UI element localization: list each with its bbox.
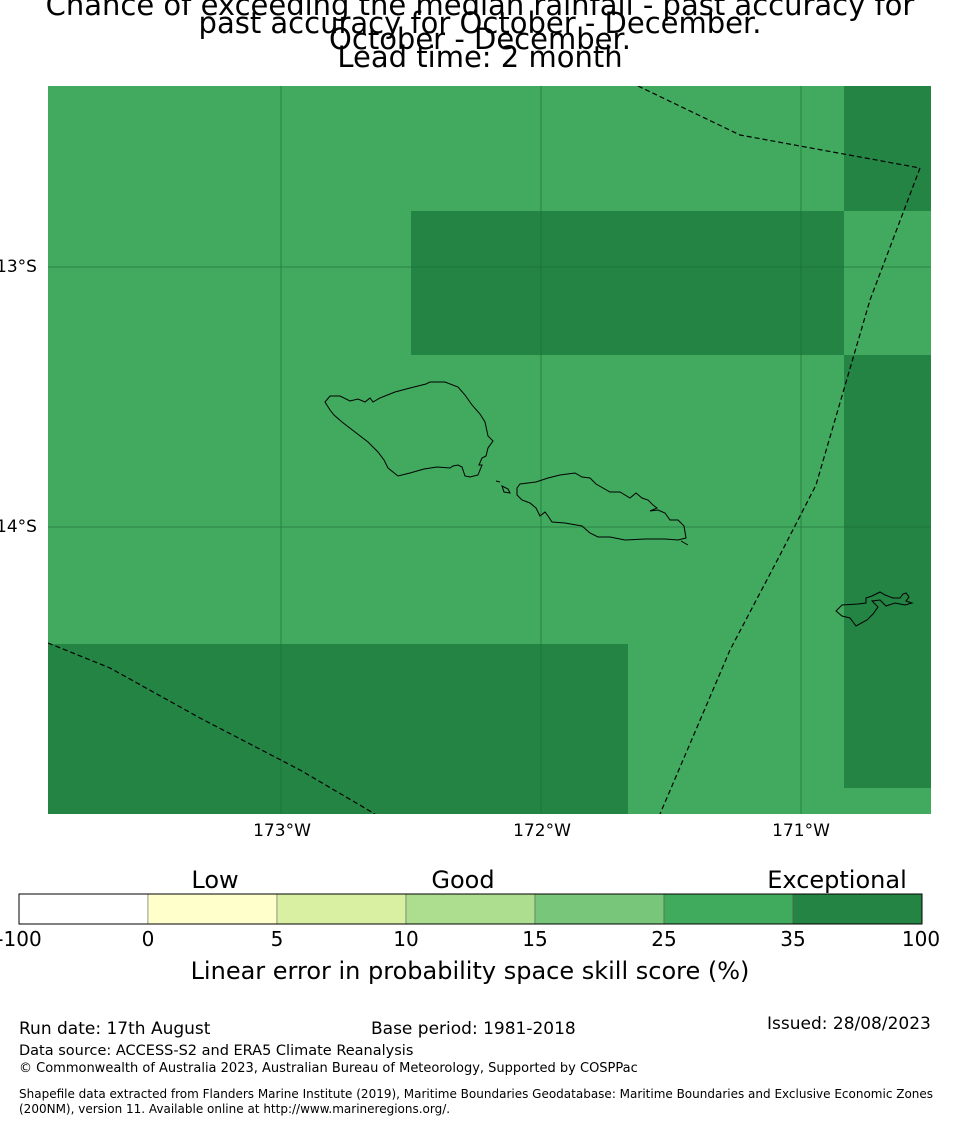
copyright: © Commonwealth of Australia 2023, Austra…	[19, 1061, 638, 1076]
category-low: Low	[191, 866, 239, 894]
eez-boundaries	[48, 86, 921, 814]
tutuila-island	[835, 591, 914, 627]
islet	[680, 540, 689, 546]
category-exceptional: Exceptional	[767, 866, 907, 894]
colorbar-tick: 100	[901, 927, 941, 951]
colorbar-segment	[405, 893, 536, 925]
colorbar-segment	[792, 893, 923, 925]
colorbar-segments	[18, 893, 923, 925]
colorbar-tick: 0	[141, 927, 155, 951]
data-source: Data source: ACCESS-S2 and ERA5 Climate …	[19, 1043, 414, 1059]
coastlines	[324, 381, 914, 627]
colorbar-segment	[534, 893, 665, 925]
map-title-lead-time: Lead time: 2 month	[337, 40, 623, 74]
run-date: Run date: 17th August	[19, 1019, 211, 1039]
graticule	[48, 86, 931, 814]
exceptional-skill-cells	[48, 86, 931, 814]
colorbar-segment	[276, 893, 407, 925]
shapefile-credit-line-2: (200NM), version 11. Available online at…	[19, 1102, 451, 1116]
lon-tick-173w: 173°W	[253, 821, 311, 841]
map-title-line-1: Chance of exceeding the median rainfall …	[45, 0, 915, 56]
colorbar	[18, 893, 923, 925]
colorbar-label: Linear error in probability space skill …	[190, 957, 750, 985]
skill-cell	[411, 211, 844, 355]
map-canvas	[18, 86, 931, 925]
colorbar-segment	[663, 893, 794, 925]
colorbar-tick: 5	[270, 927, 284, 951]
colorbar-segment	[147, 893, 278, 925]
issued-date: Issued: 28/08/2023	[767, 1014, 931, 1034]
colorbar-tick: -100	[0, 927, 42, 951]
apolima-islet	[495, 480, 501, 483]
lat-tick-14s: 14°S	[0, 517, 37, 537]
lon-tick-172w: 172°W	[513, 821, 571, 841]
upolu-island	[324, 381, 494, 478]
lon-tick-171w: 171°W	[772, 821, 830, 841]
skill-cell	[844, 86, 931, 211]
manono-islet	[501, 485, 511, 494]
shapefile-credit-line-1: Shapefile data extracted from Flanders M…	[19, 1087, 934, 1101]
colorbar-tick: 10	[393, 927, 419, 951]
lat-tick-13s: 13°S	[0, 257, 37, 277]
colorbar-frame	[18, 893, 923, 925]
skill-cell	[844, 355, 931, 788]
savaii-island	[516, 472, 687, 541]
colorbar-tick: 25	[651, 927, 677, 951]
colorbar-segment	[18, 893, 149, 925]
eez-boundary-north	[637, 86, 921, 169]
colorbar-tick: 35	[780, 927, 806, 951]
category-good: Good	[431, 866, 495, 894]
colorbar-tick: 15	[522, 927, 548, 951]
base-period: Base period: 1981-2018	[371, 1019, 576, 1039]
map-title-line-2: past accuracy for October - December.	[198, 6, 762, 40]
eez-boundary-southwest	[48, 642, 376, 814]
skill-cell	[48, 644, 628, 814]
